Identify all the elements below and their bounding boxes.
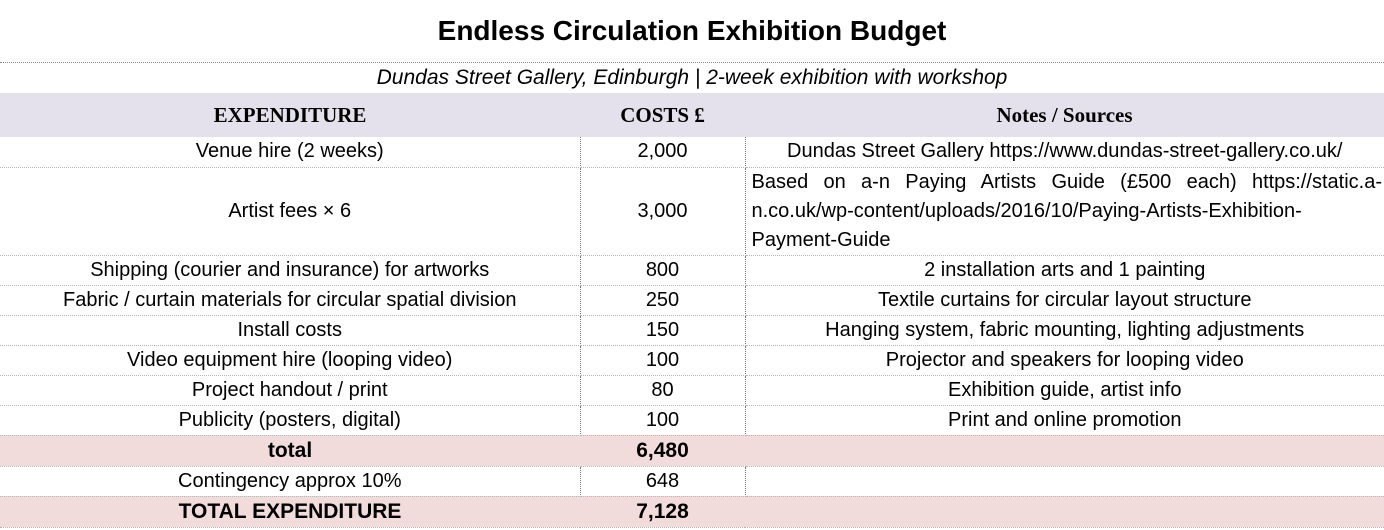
table-row: Install costs 150 Hanging system, fabric… (0, 315, 1384, 346)
grand-total-value[interactable]: 7,128 (580, 496, 745, 528)
header-costs[interactable]: COSTS £ (620, 102, 705, 127)
title-divider (0, 62, 1384, 63)
cost-cell[interactable]: 250 (580, 285, 746, 316)
total-value[interactable]: 6,480 (580, 435, 745, 467)
contingency-value[interactable]: 648 (580, 466, 746, 497)
note-cell[interactable]: Textile curtains for circular layout str… (745, 285, 1384, 316)
note-cell[interactable]: Based on a-n Paying Artists Guide (£500 … (745, 167, 1384, 256)
note-cell[interactable]: 2 installation arts and 1 painting (745, 255, 1384, 286)
table-header-row: EXPENDITURE COSTS £ Notes / Sources (0, 93, 1384, 137)
table-row: Artist fees × 6 3,000 Based on a-n Payin… (0, 167, 1384, 256)
item-cell[interactable]: Publicity (posters, digital) (0, 405, 581, 436)
note-cell[interactable]: Dundas Street Gallery https://www.dundas… (745, 137, 1384, 168)
table-row: Project handout / print 80 Exhibition gu… (0, 375, 1384, 406)
total-row: total 6,480 (0, 435, 1384, 467)
table-row: Fabric / curtain materials for circular … (0, 285, 1384, 316)
page-subtitle: Dundas Street Gallery, Edinburgh | 2-wee… (376, 66, 1008, 89)
item-cell[interactable]: Artist fees × 6 (0, 167, 581, 256)
contingency-label[interactable]: Contingency approx 10% (0, 466, 581, 497)
note-cell[interactable]: Print and online promotion (745, 405, 1384, 436)
cost-cell[interactable]: 2,000 (580, 137, 746, 168)
item-cell[interactable]: Shipping (courier and insurance) for art… (0, 255, 581, 286)
grand-total-row: TOTAL EXPENDITURE 7,128 (0, 496, 1384, 528)
grand-total-label[interactable]: TOTAL EXPENDITURE (0, 496, 580, 528)
header-expenditure[interactable]: EXPENDITURE (213, 102, 367, 127)
note-cell[interactable]: Exhibition guide, artist info (745, 375, 1384, 406)
contingency-note-cell[interactable] (745, 466, 1384, 497)
page-title: Endless Circulation Exhibition Budget (437, 15, 947, 46)
contingency-row: Contingency approx 10% 648 (0, 466, 1384, 497)
cost-cell[interactable]: 80 (580, 375, 746, 406)
item-cell[interactable]: Project handout / print (0, 375, 581, 406)
item-cell[interactable]: Video equipment hire (looping video) (0, 345, 581, 376)
table-row: Venue hire (2 weeks) 2,000 Dundas Street… (0, 137, 1384, 168)
cost-cell[interactable]: 100 (580, 345, 746, 376)
cost-cell[interactable]: 150 (580, 315, 746, 346)
total-note-cell[interactable] (745, 435, 1384, 467)
note-cell[interactable]: Hanging system, fabric mounting, lightin… (745, 315, 1384, 346)
grand-total-note-cell[interactable] (745, 496, 1384, 528)
total-label[interactable]: total (0, 435, 580, 467)
cost-cell[interactable]: 3,000 (580, 167, 746, 256)
item-cell[interactable]: Venue hire (2 weeks) (0, 137, 581, 168)
item-cell[interactable]: Fabric / curtain materials for circular … (0, 285, 581, 316)
cost-cell[interactable]: 800 (580, 255, 746, 286)
header-notes[interactable]: Notes / Sources (996, 102, 1133, 127)
item-cell[interactable]: Install costs (0, 315, 581, 346)
cost-cell[interactable]: 100 (580, 405, 746, 436)
budget-table: EXPENDITURE COSTS £ Notes / Sources Venu… (0, 93, 1384, 528)
note-cell[interactable]: Projector and speakers for looping video (745, 345, 1384, 376)
table-row: Publicity (posters, digital) 100 Print a… (0, 405, 1384, 436)
table-row: Shipping (courier and insurance) for art… (0, 255, 1384, 286)
table-row: Video equipment hire (looping video) 100… (0, 345, 1384, 376)
